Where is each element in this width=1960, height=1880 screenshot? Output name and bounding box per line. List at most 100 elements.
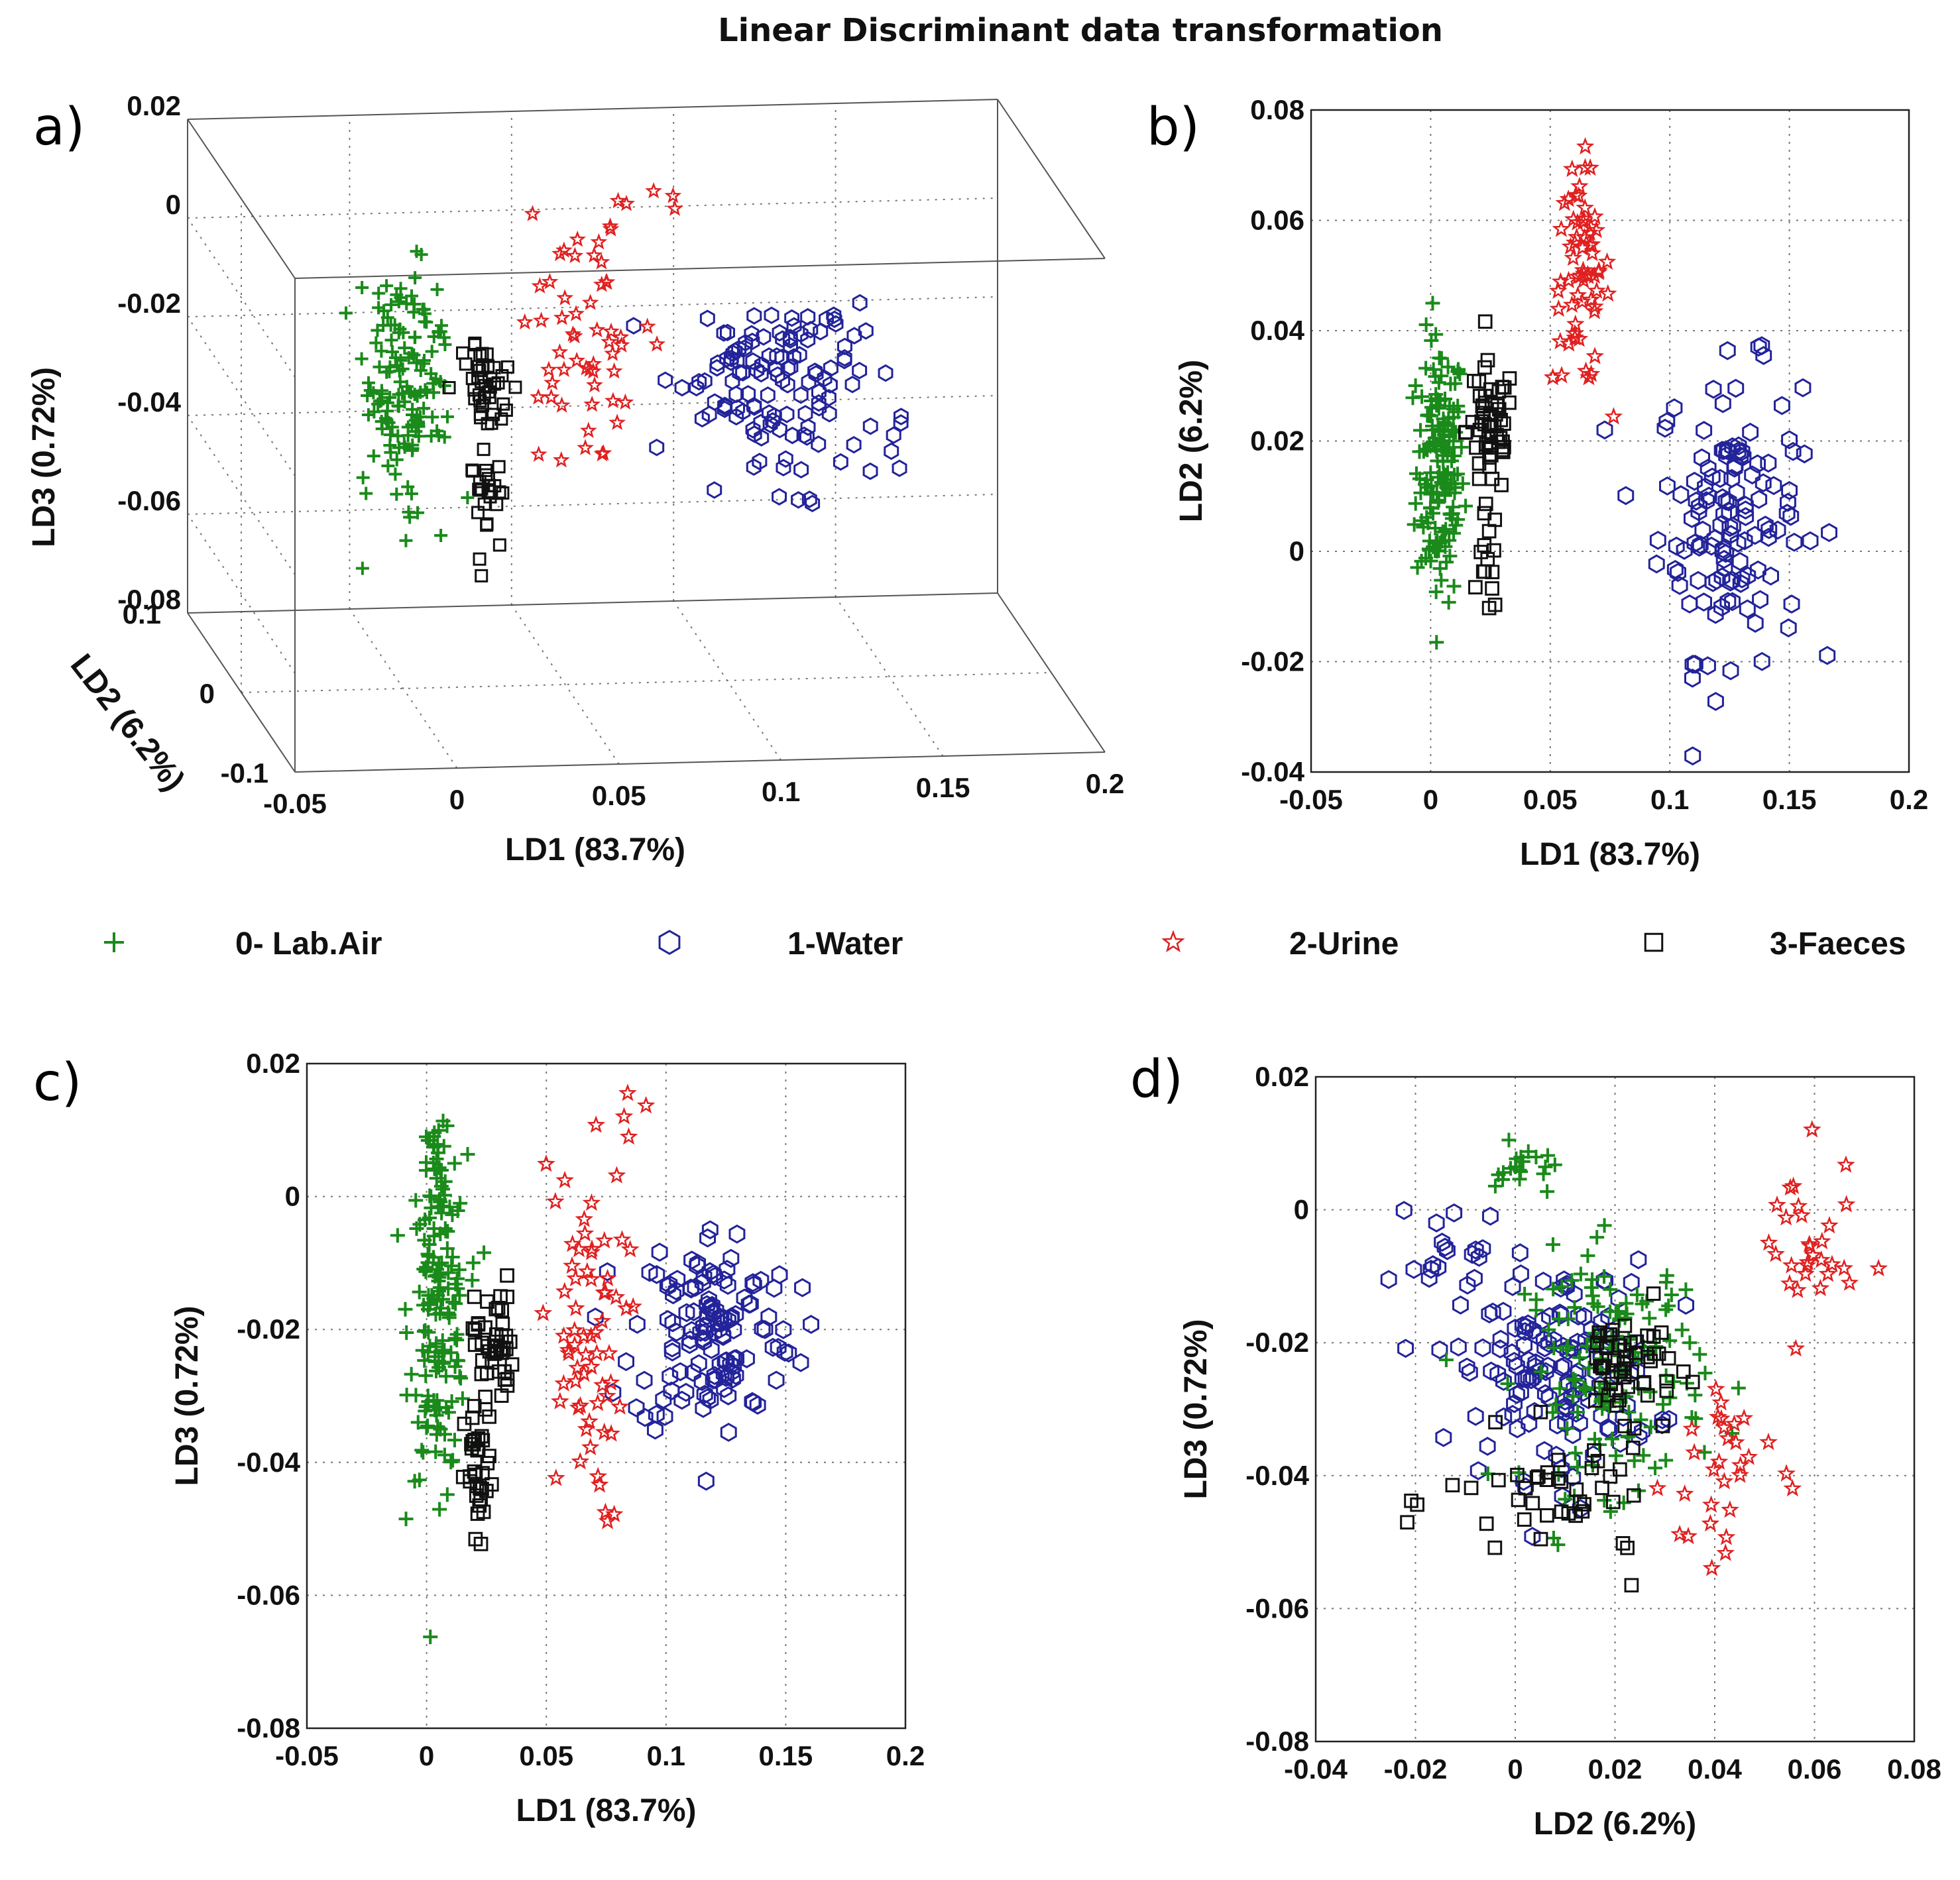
water-point bbox=[719, 1276, 736, 1296]
faeces-point bbox=[494, 412, 508, 426]
y-tick-label: 0.06 bbox=[1250, 205, 1304, 236]
urine-point bbox=[541, 272, 559, 290]
faeces-point bbox=[1510, 1467, 1525, 1482]
air-point bbox=[1458, 498, 1473, 514]
water-point bbox=[1534, 1271, 1552, 1291]
y-tick-label: -0.04 bbox=[237, 1447, 300, 1478]
water-point bbox=[707, 481, 722, 499]
water-point bbox=[1717, 491, 1735, 511]
faeces-point bbox=[457, 1416, 472, 1431]
urine-point bbox=[540, 360, 557, 378]
water-point bbox=[1760, 520, 1778, 539]
box-edge bbox=[294, 258, 1106, 279]
air-point bbox=[1534, 1364, 1549, 1379]
legend-label: 1-Water bbox=[787, 926, 903, 962]
air-point bbox=[1521, 1144, 1536, 1159]
faeces-point bbox=[459, 357, 473, 371]
water-point bbox=[1721, 518, 1739, 537]
air-point bbox=[1426, 362, 1441, 377]
water-point bbox=[689, 378, 705, 397]
air-point bbox=[1617, 1310, 1633, 1325]
faeces-point bbox=[1458, 425, 1473, 440]
water-point bbox=[1715, 549, 1733, 569]
water-point bbox=[649, 438, 665, 457]
faeces-point bbox=[500, 1268, 514, 1283]
urine-point bbox=[1784, 1176, 1803, 1194]
water-point bbox=[1727, 378, 1745, 398]
water-point bbox=[766, 407, 782, 425]
water-point bbox=[754, 1319, 771, 1339]
water-point bbox=[1446, 1203, 1463, 1223]
urine-point bbox=[1559, 270, 1578, 289]
water-point bbox=[1686, 654, 1703, 674]
x-tick-label: 0.1 bbox=[647, 1740, 685, 1771]
faeces-point bbox=[1491, 1472, 1506, 1488]
water-point bbox=[1719, 592, 1737, 612]
water-point bbox=[833, 453, 848, 471]
water-point bbox=[1564, 1425, 1582, 1445]
air-point bbox=[1430, 533, 1445, 549]
air-point bbox=[412, 1284, 427, 1299]
air-point bbox=[418, 315, 432, 329]
faeces-point bbox=[1511, 1492, 1526, 1508]
water-point bbox=[742, 1294, 759, 1314]
water-point bbox=[1732, 574, 1749, 593]
water-point bbox=[766, 1278, 783, 1298]
grid-line bbox=[187, 197, 998, 219]
water-point bbox=[1733, 569, 1751, 588]
water-point bbox=[1737, 507, 1755, 527]
air-point bbox=[433, 1421, 448, 1437]
air-point bbox=[417, 1353, 432, 1368]
box-edge bbox=[187, 99, 998, 120]
box-edge bbox=[997, 592, 1106, 753]
water-point bbox=[1489, 1364, 1507, 1384]
water-point bbox=[775, 330, 791, 348]
air-point bbox=[104, 932, 124, 952]
air-point bbox=[421, 1325, 436, 1340]
water-point bbox=[1466, 1268, 1483, 1288]
water-point bbox=[862, 462, 878, 480]
air-point bbox=[1584, 1280, 1599, 1296]
box-edge bbox=[187, 119, 296, 279]
faeces-point bbox=[465, 463, 479, 477]
water-point bbox=[1511, 1243, 1528, 1262]
water-point bbox=[1678, 1296, 1694, 1315]
faeces-point bbox=[489, 1335, 504, 1349]
air-point bbox=[1440, 359, 1456, 374]
air-point bbox=[430, 282, 444, 296]
urine-point bbox=[1648, 1478, 1667, 1496]
water-point bbox=[703, 1296, 721, 1315]
air-point bbox=[1418, 360, 1434, 376]
water-point bbox=[1380, 1270, 1397, 1290]
x-tick-label: 0.2 bbox=[886, 1740, 925, 1771]
urine-point bbox=[1800, 1237, 1819, 1254]
urine-point bbox=[1570, 176, 1589, 195]
water-point bbox=[762, 415, 778, 433]
water-point bbox=[1513, 1383, 1529, 1403]
air-point bbox=[380, 365, 394, 379]
air-point bbox=[439, 1241, 455, 1256]
faeces-point bbox=[1478, 496, 1493, 512]
x-tick-label: 0.1 bbox=[762, 776, 800, 807]
faeces-point bbox=[1603, 1469, 1618, 1484]
urine-point bbox=[1798, 1256, 1817, 1274]
air-point bbox=[1642, 1311, 1657, 1326]
faeces-point bbox=[1490, 398, 1505, 413]
water-point bbox=[774, 349, 790, 366]
water-point bbox=[878, 364, 894, 382]
water-point bbox=[735, 402, 751, 421]
air-point bbox=[375, 415, 388, 429]
faeces-point bbox=[1646, 1329, 1661, 1344]
water-point bbox=[764, 1337, 781, 1357]
faeces-point bbox=[472, 388, 486, 402]
air-point bbox=[1420, 480, 1435, 495]
urine-point bbox=[610, 1397, 629, 1415]
air-point bbox=[433, 1162, 449, 1178]
faeces-point bbox=[480, 517, 494, 531]
faeces-point bbox=[1480, 353, 1495, 368]
water-point bbox=[1690, 571, 1707, 590]
water-point bbox=[628, 1314, 646, 1334]
water-point bbox=[1802, 531, 1819, 551]
water-point bbox=[683, 1250, 701, 1270]
urine-point bbox=[648, 335, 665, 352]
